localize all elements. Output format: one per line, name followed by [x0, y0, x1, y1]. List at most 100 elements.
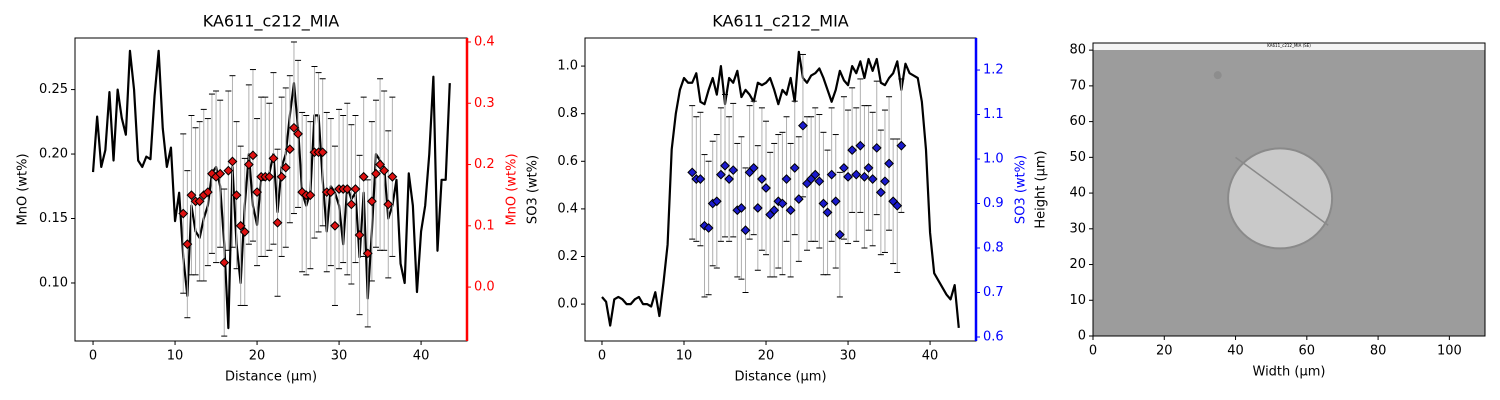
- data-point: [798, 120, 808, 131]
- data-point: [736, 203, 747, 213]
- data-point: [346, 199, 357, 210]
- data-point: [826, 169, 837, 180]
- x-tick-label: 100: [1437, 344, 1462, 359]
- data-point: [272, 217, 283, 228]
- x-tick-label: 20: [758, 349, 775, 364]
- data-point: [892, 200, 903, 211]
- data-point: [350, 184, 361, 194]
- data-point: [375, 159, 385, 170]
- y-axis-label: SO3 (wt%): [526, 155, 541, 224]
- y2-tick-label: 0.3: [474, 96, 495, 111]
- data-point: [342, 184, 353, 194]
- data-point: [194, 196, 205, 207]
- data-point: [814, 176, 825, 187]
- data-point: [231, 190, 242, 201]
- data-point: [366, 196, 377, 207]
- data-point: [182, 239, 193, 250]
- x-tick-label: 30: [331, 349, 348, 364]
- data-point: [757, 174, 767, 184]
- plot-frame: [1092, 42, 1486, 337]
- data-point: [769, 205, 780, 216]
- data-point: [293, 128, 303, 139]
- y-tick-label: 10: [1069, 293, 1086, 308]
- data-point: [863, 163, 874, 173]
- data-point: [761, 183, 771, 193]
- data-line: [601, 50, 960, 329]
- data-point: [711, 196, 722, 207]
- x-tick-label: 40: [922, 349, 939, 364]
- data-point: [219, 257, 230, 268]
- data-point: [720, 160, 730, 171]
- x-tick-label: 0: [1089, 344, 1097, 359]
- data-point: [243, 159, 254, 170]
- x-tick-label: 40: [413, 349, 430, 364]
- data-point: [748, 163, 759, 173]
- data-point: [830, 196, 841, 207]
- y-tick-label: 1.0: [557, 59, 578, 74]
- image-banner: [1093, 43, 1485, 50]
- data-point: [871, 142, 882, 153]
- speck: [1213, 71, 1222, 80]
- data-point: [728, 165, 739, 176]
- y-tick-label: 70: [1069, 78, 1086, 93]
- y2-tick-label: 1.2: [983, 63, 1004, 78]
- y-tick-label: 60: [1069, 114, 1086, 129]
- x-tick-label: 10: [676, 349, 693, 364]
- data-point: [248, 150, 258, 161]
- y2-tick-label: 0.0: [474, 280, 495, 295]
- data-point: [785, 205, 796, 216]
- data-point: [215, 168, 226, 179]
- y2-tick-label: 0.8: [983, 241, 1004, 256]
- data-point: [387, 171, 398, 182]
- data-point: [186, 190, 197, 201]
- data-point: [284, 144, 295, 155]
- y-tick-label: 40: [1069, 186, 1086, 201]
- y2-axis-label: MnO (wt%): [505, 153, 520, 225]
- y-tick-label: 0.4: [557, 201, 578, 216]
- data-point: [810, 169, 821, 180]
- panel: 0 10 20 30 40 0.0 0.2 0.4 0.6 0.8 1.0 0.6 0.7 0.8 0.9 1…: [526, 12, 1029, 385]
- data-point: [818, 198, 829, 209]
- y-tick-label: 80: [1069, 43, 1086, 58]
- data-point: [687, 167, 698, 178]
- y-tick-label: 0: [1078, 329, 1086, 344]
- chart-title: KA611_c212_MIA: [203, 12, 340, 32]
- data-point: [235, 220, 246, 231]
- data-point: [724, 174, 735, 184]
- data-point: [371, 168, 381, 179]
- data-point: [716, 169, 726, 180]
- data-point: [839, 163, 849, 173]
- data-point: [330, 220, 340, 231]
- data-point: [847, 145, 858, 156]
- x-axis-label: Distance (µm): [225, 370, 317, 385]
- data-point: [740, 225, 751, 236]
- data-point: [383, 199, 394, 210]
- x-tick-label: 40: [1227, 344, 1244, 359]
- data-point: [252, 187, 262, 198]
- data-point: [789, 163, 800, 173]
- panel: 0 10 20 30 40 0.10 0.15 0.20 0.25 0.0 0.1 0.2 0.3 0.4…: [16, 12, 520, 385]
- y2-tick-label: 1.0: [983, 152, 1004, 167]
- x-tick-label: 80: [1370, 344, 1387, 359]
- data-line: [91, 49, 451, 330]
- data-point: [781, 174, 792, 184]
- y-tick-label: 0.25: [39, 82, 68, 97]
- data-point: [223, 165, 234, 176]
- data-point: [699, 220, 710, 231]
- x-tick-label: 30: [840, 349, 857, 364]
- y-tick-label: 0.15: [39, 211, 68, 226]
- data-point: [834, 229, 845, 240]
- data-point: [280, 162, 291, 173]
- data-point: [867, 174, 878, 184]
- data-point: [178, 208, 189, 219]
- x-tick-label: 20: [249, 349, 266, 364]
- data-point: [843, 171, 853, 182]
- data-point: [264, 171, 275, 182]
- data-point: [202, 187, 213, 198]
- y2-tick-label: 0.7: [983, 285, 1004, 300]
- y-tick-label: 30: [1069, 221, 1086, 236]
- y-tick-label: 0.2: [557, 249, 578, 264]
- y2-axis-label: SO3 (wt%): [1014, 155, 1029, 224]
- data-point: [875, 187, 886, 198]
